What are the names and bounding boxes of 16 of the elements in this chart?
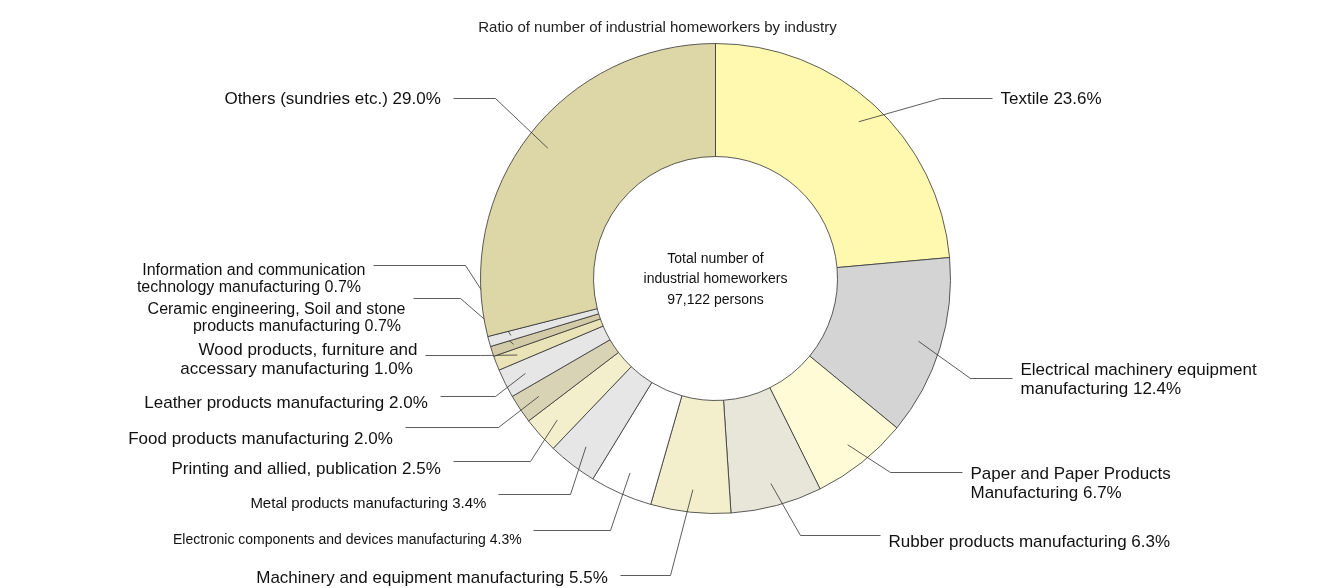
slice-label: Electrical machinery equipment manufacturing 12.4% [1020, 359, 1257, 398]
slice-label: Printing and allied, publication 2.5% [171, 459, 441, 478]
slice-label: Leather products manufacturing 2.0% [144, 393, 428, 412]
slice-label: Ceramic engineering, Soil and stone products manufacturing 0.7% [147, 299, 406, 334]
slice-label: Metal products manufacturing 3.4% [250, 494, 487, 511]
chart-title: Ratio of number of industrial homeworkers by industry [478, 18, 838, 35]
slice-label: Rubber products manufacturing 6.3% [888, 532, 1171, 551]
text: Total number of industrial homeworkers 97,122 persons [643, 249, 788, 308]
slice-label: Others (sundries etc.) 29.0% [224, 89, 441, 108]
slice-label: Paper and Paper Products Manufacturing 6.7% [970, 463, 1171, 502]
slice-label: Electronic components and devices manufacturing 4.3% [172, 530, 522, 547]
slice-label: Wood products, furniture and accessary manufacturing 1.0% [180, 339, 418, 378]
slice-label: Information and communication technology manufacturing 0.7% [136, 260, 366, 295]
slice-label: Food products manufacturing 2.0% [128, 429, 393, 448]
slice-label: Machinery and equipment manufacturing 5.5% [256, 568, 608, 587]
slice-label: Textile 23.6% [1000, 89, 1102, 108]
